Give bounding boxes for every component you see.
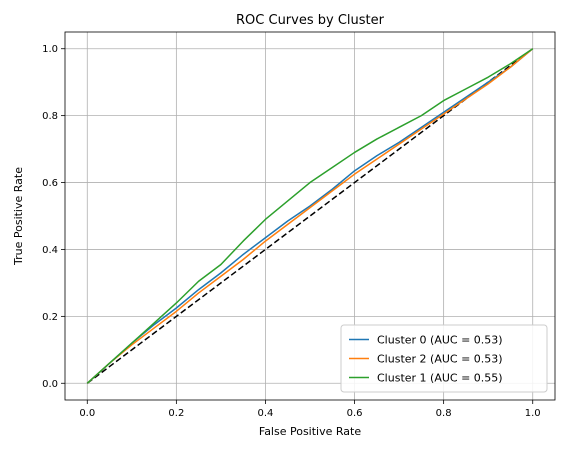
x-axis-ticks: 0.0 0.2 0.4 0.6 0.8 1.0 xyxy=(79,400,541,419)
series-lines xyxy=(86,48,534,384)
series-line-1 xyxy=(86,48,534,384)
legend-label-0: Cluster 0 (AUC = 0.53) xyxy=(377,334,503,347)
legend-label-2: Cluster 1 (AUC = 0.55) xyxy=(377,372,503,385)
y-tick-label: 1.0 xyxy=(42,44,58,55)
y-tick-label: 0.6 xyxy=(42,178,58,189)
legend-box xyxy=(340,324,548,393)
legend-label-1: Cluster 2 (AUC = 0.53) xyxy=(377,353,503,366)
x-tick-label: 0.6 xyxy=(347,408,363,419)
y-tick-label: 0.2 xyxy=(42,312,58,323)
y-tick-label: 0.4 xyxy=(42,245,58,256)
x-tick-label: 1.0 xyxy=(525,408,541,419)
x-tick-label: 0.2 xyxy=(168,408,184,419)
x-tick-label: 0.4 xyxy=(258,408,274,419)
x-axis-label: False Positive Rate xyxy=(259,425,361,438)
y-tick-label: 0.0 xyxy=(42,379,58,390)
legend: Cluster 0 (AUC = 0.53) Cluster 2 (AUC = 0… xyxy=(340,324,548,393)
series-line-0 xyxy=(86,48,534,384)
x-tick-label: 0.0 xyxy=(79,408,95,419)
y-tick-label: 0.8 xyxy=(42,111,58,122)
chart-title: ROC Curves by Cluster xyxy=(236,13,385,28)
grid-lines xyxy=(65,32,555,400)
plot-frame xyxy=(64,31,556,401)
y-axis-label: True Positive Rate xyxy=(12,167,25,266)
x-tick-label: 0.8 xyxy=(436,408,452,419)
y-axis-ticks: 0.0 0.2 0.4 0.6 0.8 1.0 xyxy=(42,44,65,390)
series-line-2 xyxy=(86,48,534,384)
